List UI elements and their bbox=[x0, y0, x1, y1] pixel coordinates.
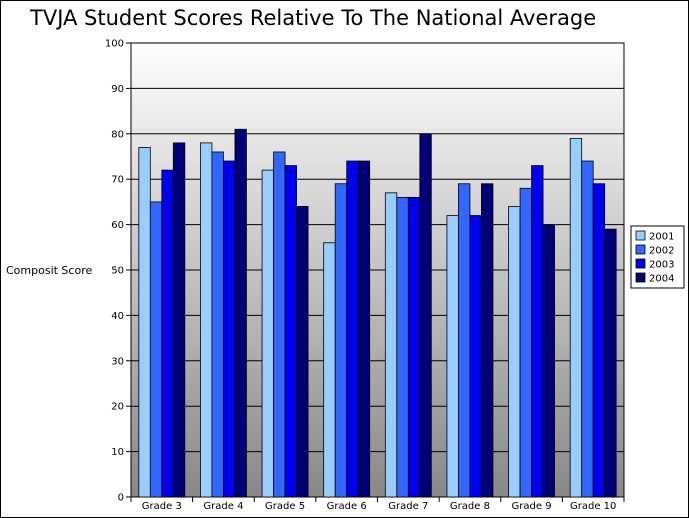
legend-label: 2001 bbox=[649, 232, 674, 243]
bar-2004-grade-4 bbox=[234, 128, 247, 498]
bar-2001-grade-10 bbox=[569, 137, 583, 498]
y-tick-label: 10 bbox=[111, 447, 124, 458]
bar-2001-grade-5 bbox=[261, 169, 274, 498]
bar-2004-grade-3 bbox=[172, 142, 186, 498]
bar-2004-grade-9 bbox=[542, 224, 555, 498]
bar-2001-grade-8 bbox=[446, 215, 459, 498]
chart-title: TVJA Student Scores Relative To The Nati… bbox=[30, 6, 597, 30]
bar-2002-grade-7 bbox=[396, 196, 409, 498]
legend: 2001 2002 2003 2004 bbox=[630, 225, 685, 289]
x-tick-label: Grade 9 bbox=[512, 501, 552, 512]
x-tick-label: Grade 4 bbox=[203, 501, 243, 512]
y-tick-label: 90 bbox=[111, 84, 124, 95]
legend-label: 2004 bbox=[649, 274, 674, 285]
y-axis-label: Composit Score bbox=[6, 264, 92, 277]
bar-2002-grade-3 bbox=[149, 201, 163, 498]
bar-2004-grade-6 bbox=[357, 160, 371, 498]
y-tick-label: 20 bbox=[111, 402, 124, 413]
bar-2004-grade-10 bbox=[604, 228, 617, 498]
bar-2001-grade-3 bbox=[138, 147, 151, 498]
bar-2002-grade-6 bbox=[334, 183, 348, 498]
bar-2002-grade-9 bbox=[519, 187, 532, 498]
x-tick-label: Grade 3 bbox=[142, 501, 182, 512]
bar-2004-grade-5 bbox=[296, 206, 309, 498]
y-tick-label: 0 bbox=[118, 493, 124, 504]
x-tick-label: Grade 8 bbox=[450, 501, 490, 512]
bar-2002-grade-8 bbox=[458, 183, 471, 498]
x-tick-label: Grade 7 bbox=[388, 501, 428, 512]
legend-swatch bbox=[635, 272, 646, 283]
legend-swatch bbox=[635, 230, 646, 241]
bar-2003-grade-10 bbox=[592, 183, 606, 498]
y-tick-label: 50 bbox=[111, 266, 124, 277]
axes: 0 10 20 30 40 50 60 70 80 90 100 Grade 3 Grade 4 Grad… bbox=[105, 39, 625, 512]
bar-2001-grade-7 bbox=[384, 192, 398, 498]
legend-swatch bbox=[635, 258, 646, 269]
y-tick-label: 60 bbox=[111, 220, 124, 231]
bar-2003-grade-9 bbox=[531, 165, 544, 498]
bar-2002-grade-5 bbox=[273, 151, 286, 498]
bar-2003-grade-3 bbox=[161, 169, 174, 498]
bar-2001-grade-4 bbox=[200, 142, 213, 498]
legend-swatch bbox=[635, 244, 646, 255]
bar-2003-grade-8 bbox=[469, 215, 482, 498]
x-tick-label: Grade 6 bbox=[327, 501, 367, 512]
bars bbox=[138, 128, 617, 498]
bar-2003-grade-7 bbox=[407, 196, 421, 498]
bar-2001-grade-9 bbox=[508, 206, 521, 498]
bar-2003-grade-4 bbox=[223, 160, 236, 498]
y-tick-label: 70 bbox=[111, 175, 124, 186]
y-tick-label: 100 bbox=[105, 39, 124, 50]
legend-label: 2002 bbox=[649, 246, 674, 257]
x-tick-label: Grade 10 bbox=[570, 501, 616, 512]
bar-2004-grade-7 bbox=[419, 133, 432, 498]
x-tick-label: Grade 5 bbox=[265, 501, 305, 512]
bar-2003-grade-6 bbox=[346, 160, 359, 498]
y-tick-label: 30 bbox=[111, 356, 124, 367]
bar-2002-grade-10 bbox=[581, 160, 594, 498]
bar-2004-grade-8 bbox=[481, 183, 494, 498]
bar-2002-grade-4 bbox=[211, 151, 224, 498]
y-tick-label: 40 bbox=[111, 311, 124, 322]
legend-label: 2003 bbox=[649, 260, 674, 271]
bar-2001-grade-6 bbox=[323, 242, 336, 498]
y-tick-label: 80 bbox=[111, 129, 124, 140]
bar-2003-grade-5 bbox=[284, 165, 297, 498]
